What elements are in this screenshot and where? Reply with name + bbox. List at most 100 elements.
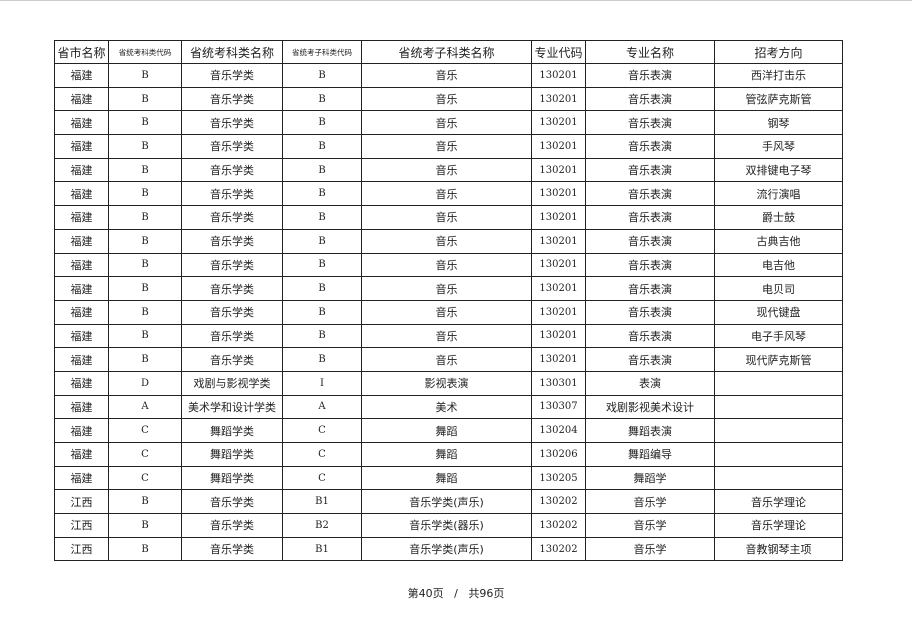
table-cell: 音乐学类 — [181, 157, 283, 183]
table-cell: B — [108, 299, 182, 325]
table-cell: 130201 — [531, 228, 586, 254]
table-cell: 音乐表演 — [585, 299, 715, 325]
table-cell: 福建 — [54, 110, 109, 136]
table-cell: 130201 — [531, 323, 586, 349]
table-cell: 舞蹈学 — [585, 465, 715, 491]
table-cell: 福建 — [54, 86, 109, 112]
table-cell: 福建 — [54, 465, 109, 491]
table-row: 福建 B 音乐学类 B 音乐 130201 音乐表演 爵士鼓 — [54, 205, 843, 230]
table-cell: 音乐表演 — [585, 157, 715, 183]
table-cell: 130201 — [531, 157, 586, 183]
table-cell: 音乐 — [361, 181, 532, 207]
table-cell: D — [108, 370, 182, 396]
table-cell: B — [282, 276, 362, 301]
table-cell: 福建 — [54, 252, 109, 278]
table-cell: 130201 — [531, 299, 586, 325]
table-cell: 音乐学类 — [181, 181, 283, 207]
header-row: 省市名称 省统考科类代码 省统考科类名称 省统考子科类代码 省统考子科类名称 专业代码 专业… — [54, 40, 843, 64]
table-cell: 音乐学类 — [181, 86, 283, 112]
table-cell: B — [108, 276, 182, 301]
table-cell: 美术学和设计学类 — [181, 394, 283, 420]
table-cell: 江西 — [54, 489, 109, 515]
table-cell: 130202 — [531, 536, 586, 562]
table-cell: B — [108, 252, 182, 278]
table-row: 福建 C 舞蹈学类 C 舞蹈 130204 舞蹈表演 — [54, 418, 843, 443]
table-cell: 音乐学类 — [181, 63, 283, 88]
table-row: 福建 B 音乐学类 B 音乐 130201 音乐表演 钢琴 — [54, 110, 843, 136]
table-row: 福建 B 音乐学类 B 音乐 130201 音乐表演 电吉他 — [54, 252, 843, 278]
table-cell: 音乐 — [361, 63, 532, 88]
table-cell: 130205 — [531, 465, 586, 491]
table-cell: 影视表演 — [361, 370, 532, 396]
table-cell: C — [282, 442, 362, 467]
table-cell: 音乐 — [361, 134, 532, 159]
table-cell: 音乐 — [361, 276, 532, 301]
table-cell — [714, 418, 843, 443]
column-header: 省统考子科类代码 — [282, 40, 362, 64]
table-cell: 音乐 — [361, 205, 532, 230]
column-header: 省市名称 — [54, 40, 109, 64]
table-cell: 音乐表演 — [585, 134, 715, 159]
table-row: 江西 B 音乐学类 B1 音乐学类(声乐) 130202 音乐学 音乐学理论 — [54, 489, 843, 515]
table-cell: 音乐学 — [585, 513, 715, 538]
table-cell: 音乐表演 — [585, 347, 715, 372]
table-cell: B1 — [282, 489, 362, 515]
table-cell: 130201 — [531, 134, 586, 159]
table-cell: B — [108, 110, 182, 136]
table-cell: B — [282, 63, 362, 88]
table-cell: B — [108, 63, 182, 88]
table-cell: 西洋打击乐 — [714, 63, 843, 88]
column-header: 招考方向 — [714, 40, 843, 64]
table-cell: 130201 — [531, 86, 586, 112]
table-cell: 音乐学类(声乐) — [361, 536, 532, 562]
table-cell: B1 — [282, 536, 362, 562]
table-cell: C — [108, 465, 182, 491]
table-cell: 福建 — [54, 299, 109, 325]
table-row: 福建 B 音乐学类 B 音乐 130201 音乐表演 现代键盘 — [54, 299, 843, 325]
table-row: 福建 C 舞蹈学类 C 舞蹈 130205 舞蹈学 — [54, 465, 843, 491]
table-row: 福建 B 音乐学类 B 音乐 130201 音乐表演 流行演唱 — [54, 181, 843, 207]
table-row: 江西 B 音乐学类 B2 音乐学类(器乐) 130202 音乐学 音乐学理论 — [54, 513, 843, 538]
table-row: 福建 B 音乐学类 B 音乐 130201 音乐表演 电子手风琴 — [54, 323, 843, 349]
table-cell: 音乐学类 — [181, 489, 283, 515]
table-cell: 130202 — [531, 513, 586, 538]
table-cell: 音乐学类 — [181, 228, 283, 254]
table-cell: 音乐学类 — [181, 323, 283, 349]
table-cell: B — [108, 205, 182, 230]
table-cell: 电子手风琴 — [714, 323, 843, 349]
page-footer: 第40页 / 共96页 — [0, 585, 912, 601]
table-cell: B2 — [282, 513, 362, 538]
table-cell: 福建 — [54, 63, 109, 88]
table-cell: 江西 — [54, 536, 109, 562]
table-cell: 手风琴 — [714, 134, 843, 159]
table-cell: 130201 — [531, 205, 586, 230]
column-header: 专业名称 — [585, 40, 715, 64]
table-cell: B — [108, 536, 182, 562]
table-cell: 音乐学理论 — [714, 489, 843, 515]
table-cell: 130201 — [531, 110, 586, 136]
table-cell: 电吉他 — [714, 252, 843, 278]
table-cell: 福建 — [54, 276, 109, 301]
table-row: 福建 B 音乐学类 B 音乐 130201 音乐表演 西洋打击乐 — [54, 63, 843, 88]
enrollment-table: 省市名称 省统考科类代码 省统考科类名称 省统考子科类代码 省统考子科类名称 专业代码 专业… — [54, 40, 843, 562]
table-cell: B — [108, 347, 182, 372]
table-cell: 福建 — [54, 134, 109, 159]
table-cell: C — [282, 465, 362, 491]
table-cell: B — [108, 513, 182, 538]
table-cell: B — [282, 205, 362, 230]
table-cell: 130201 — [531, 276, 586, 301]
table-cell: 福建 — [54, 370, 109, 396]
table-cell: 舞蹈 — [361, 465, 532, 491]
table-cell: 130201 — [531, 63, 586, 88]
table-cell: B — [282, 157, 362, 183]
table-cell: 福建 — [54, 442, 109, 467]
table-cell — [714, 465, 843, 491]
table-row: 福建 B 音乐学类 B 音乐 130201 音乐表演 古典吉他 — [54, 228, 843, 254]
page-total: 共96页 — [468, 587, 505, 600]
table-cell: B — [108, 157, 182, 183]
table-cell: 音乐表演 — [585, 86, 715, 112]
table-cell: B — [282, 252, 362, 278]
table-cell: 音乐学类 — [181, 347, 283, 372]
table-cell: 电贝司 — [714, 276, 843, 301]
table-cell: A — [108, 394, 182, 420]
